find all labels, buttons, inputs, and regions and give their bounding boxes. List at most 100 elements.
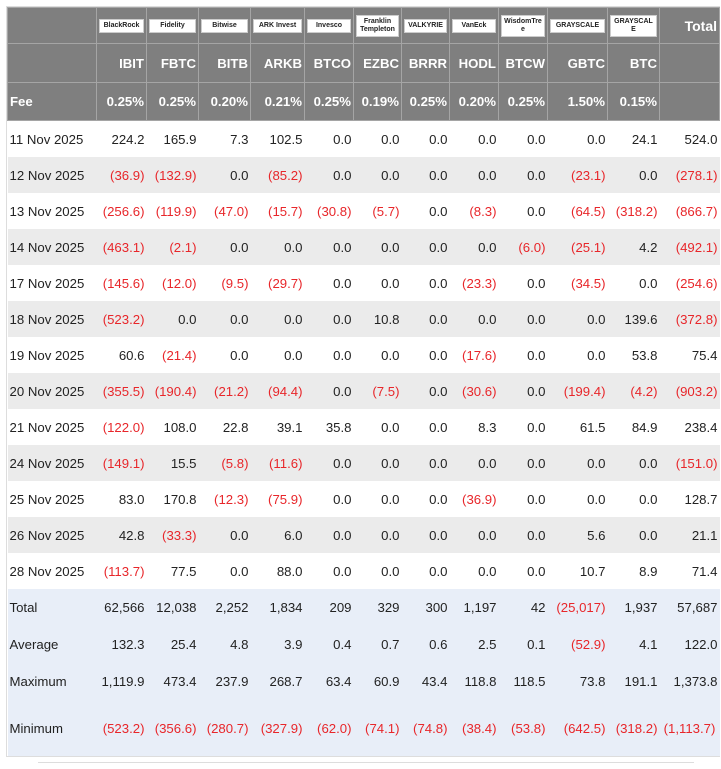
date-cell: 19 Nov 2025 (7, 337, 97, 373)
date-cell: 20 Nov 2025 (7, 373, 97, 409)
flow-cell: 60.6 (96, 337, 147, 373)
flow-cell: 0.0 (198, 229, 251, 265)
flow-cell: (34.5) (547, 265, 608, 301)
row-total-cell: 75.4 (659, 337, 720, 373)
flow-cell: 0.0 (304, 301, 354, 337)
flow-cell: 165.9 (146, 120, 199, 157)
fee-value: 0.25% (498, 82, 548, 121)
summary-cell: 1,119.9 (96, 663, 147, 700)
flow-cell: 0.0 (304, 481, 354, 517)
summary-cell: (53.8) (498, 700, 548, 756)
flow-cell: 0.0 (353, 553, 402, 589)
flow-cell: 5.6 (547, 517, 608, 553)
summary-cell: (25,017) (547, 589, 608, 626)
row-total-cell: 71.4 (659, 553, 720, 589)
summary-cell: (327.9) (250, 700, 305, 756)
flow-cell: 0.0 (401, 157, 450, 193)
summary-cell: 62,566 (96, 589, 147, 626)
flow-cell: 0.0 (353, 229, 402, 265)
table-row: 19 Nov 2025 60.6 (21.4) 0.0 0.0 0.0 0.0 0.0 (17.… (7, 337, 720, 373)
table-row: 12 Nov 2025 (36.9) (132.9) 0.0 (85.2) 0.0 0.0 0… (7, 157, 720, 193)
fee-value: 0.25% (96, 82, 147, 121)
summary-cell: 4.1 (607, 626, 660, 663)
etf-flow-table: BlackRock Fidelity Bitwise ARK Invest Invesc… (7, 7, 720, 756)
flow-cell: 0.0 (607, 265, 660, 301)
flow-cell: 83.0 (96, 481, 147, 517)
ticker-header: IBIT (96, 43, 147, 83)
summary-cell: 2,252 (198, 589, 251, 626)
row-total-cell: 21.1 (659, 517, 720, 553)
flow-cell: 35.8 (304, 409, 354, 445)
flow-cell: 0.0 (304, 157, 354, 193)
issuer-logo-row: BlackRock Fidelity Bitwise ARK Invest Invesc… (7, 7, 720, 44)
date-cell: 11 Nov 2025 (7, 120, 97, 157)
issuer-logo: Franklin Templeton (356, 14, 399, 37)
flow-cell: 0.0 (401, 265, 450, 301)
flow-cell: 0.0 (353, 157, 402, 193)
flow-cell: (12.3) (198, 481, 251, 517)
flow-cell: (23.3) (449, 265, 499, 301)
flow-cell: 0.0 (449, 517, 499, 553)
issuer-logo: ARK Invest (253, 18, 302, 33)
fee-value: 0.20% (449, 82, 499, 121)
flow-cell: (36.9) (96, 157, 147, 193)
row-total-cell: 128.7 (659, 481, 720, 517)
flow-cell: (5.7) (353, 193, 402, 229)
flow-cell: (94.4) (250, 373, 305, 409)
row-total-cell: (151.0) (659, 445, 720, 481)
row-total-cell: (866.7) (659, 193, 720, 229)
summary-row-total: Total 62,566 12,038 2,252 1,834 209 329 300 1,19… (7, 589, 720, 626)
table-row: 18 Nov 2025 (523.2) 0.0 0.0 0.0 0.0 10.8 0.0 0.0… (7, 301, 720, 337)
flow-cell: 0.0 (401, 553, 450, 589)
flow-cell: 0.0 (449, 120, 499, 157)
flow-cell: 0.0 (498, 373, 548, 409)
issuer-logo: GRAYSCALE (550, 18, 605, 33)
empty-cell (659, 82, 720, 121)
empty-cell (659, 43, 720, 83)
flow-cell: (190.4) (146, 373, 199, 409)
summary-cell: (523.2) (96, 700, 147, 756)
date-cell: 17 Nov 2025 (7, 265, 97, 301)
date-cell: 14 Nov 2025 (7, 229, 97, 265)
flow-cell: 0.0 (198, 157, 251, 193)
flow-cell: (318.2) (607, 193, 660, 229)
flow-cell: 0.0 (304, 517, 354, 553)
flow-cell: 0.0 (198, 337, 251, 373)
flow-cell: (355.5) (96, 373, 147, 409)
summary-cell: 0.6 (401, 626, 450, 663)
flow-cell: 0.0 (401, 337, 450, 373)
summary-cell: 4.8 (198, 626, 251, 663)
summary-cell: (52.9) (547, 626, 608, 663)
summary-cell: 1,834 (250, 589, 305, 626)
table-row: 11 Nov 2025 224.2 165.9 7.3 102.5 0.0 0.0 0.0 0.… (7, 120, 720, 157)
summary-cell: (356.6) (146, 700, 199, 756)
date-cell: 13 Nov 2025 (7, 193, 97, 229)
summary-cell: 0.4 (304, 626, 354, 663)
summary-cell: 191.1 (607, 663, 660, 700)
flow-cell: 24.1 (607, 120, 660, 157)
flow-cell: 53.8 (607, 337, 660, 373)
flow-cell: 0.0 (304, 445, 354, 481)
summary-label: Maximum (7, 663, 97, 700)
summary-cell: 57,687 (659, 589, 720, 626)
summary-cell: 0.7 (353, 626, 402, 663)
flow-cell: 39.1 (250, 409, 305, 445)
summary-row-minimum: Minimum (523.2) (356.6) (280.7) (327.9) (62.0… (7, 700, 720, 756)
flow-cell: 6.0 (250, 517, 305, 553)
issuer-logo-cell: WisdomTree (498, 7, 548, 44)
flow-cell: 0.0 (401, 517, 450, 553)
flow-cell: (523.2) (96, 301, 147, 337)
flow-cell: (149.1) (96, 445, 147, 481)
flow-cell: (29.7) (250, 265, 305, 301)
flow-cell: 0.0 (498, 157, 548, 193)
flow-cell: 88.0 (250, 553, 305, 589)
flow-cell: (30.8) (304, 193, 354, 229)
flow-cell: (47.0) (198, 193, 251, 229)
flow-cell: (21.2) (198, 373, 251, 409)
table-row: 21 Nov 2025 (122.0) 108.0 22.8 39.1 35.8 0.0 0.… (7, 409, 720, 445)
fee-value: 0.21% (250, 82, 305, 121)
flow-cell: 0.0 (498, 553, 548, 589)
flow-cell: 42.8 (96, 517, 147, 553)
summary-cell: 12,038 (146, 589, 199, 626)
flow-cell: 0.0 (607, 157, 660, 193)
